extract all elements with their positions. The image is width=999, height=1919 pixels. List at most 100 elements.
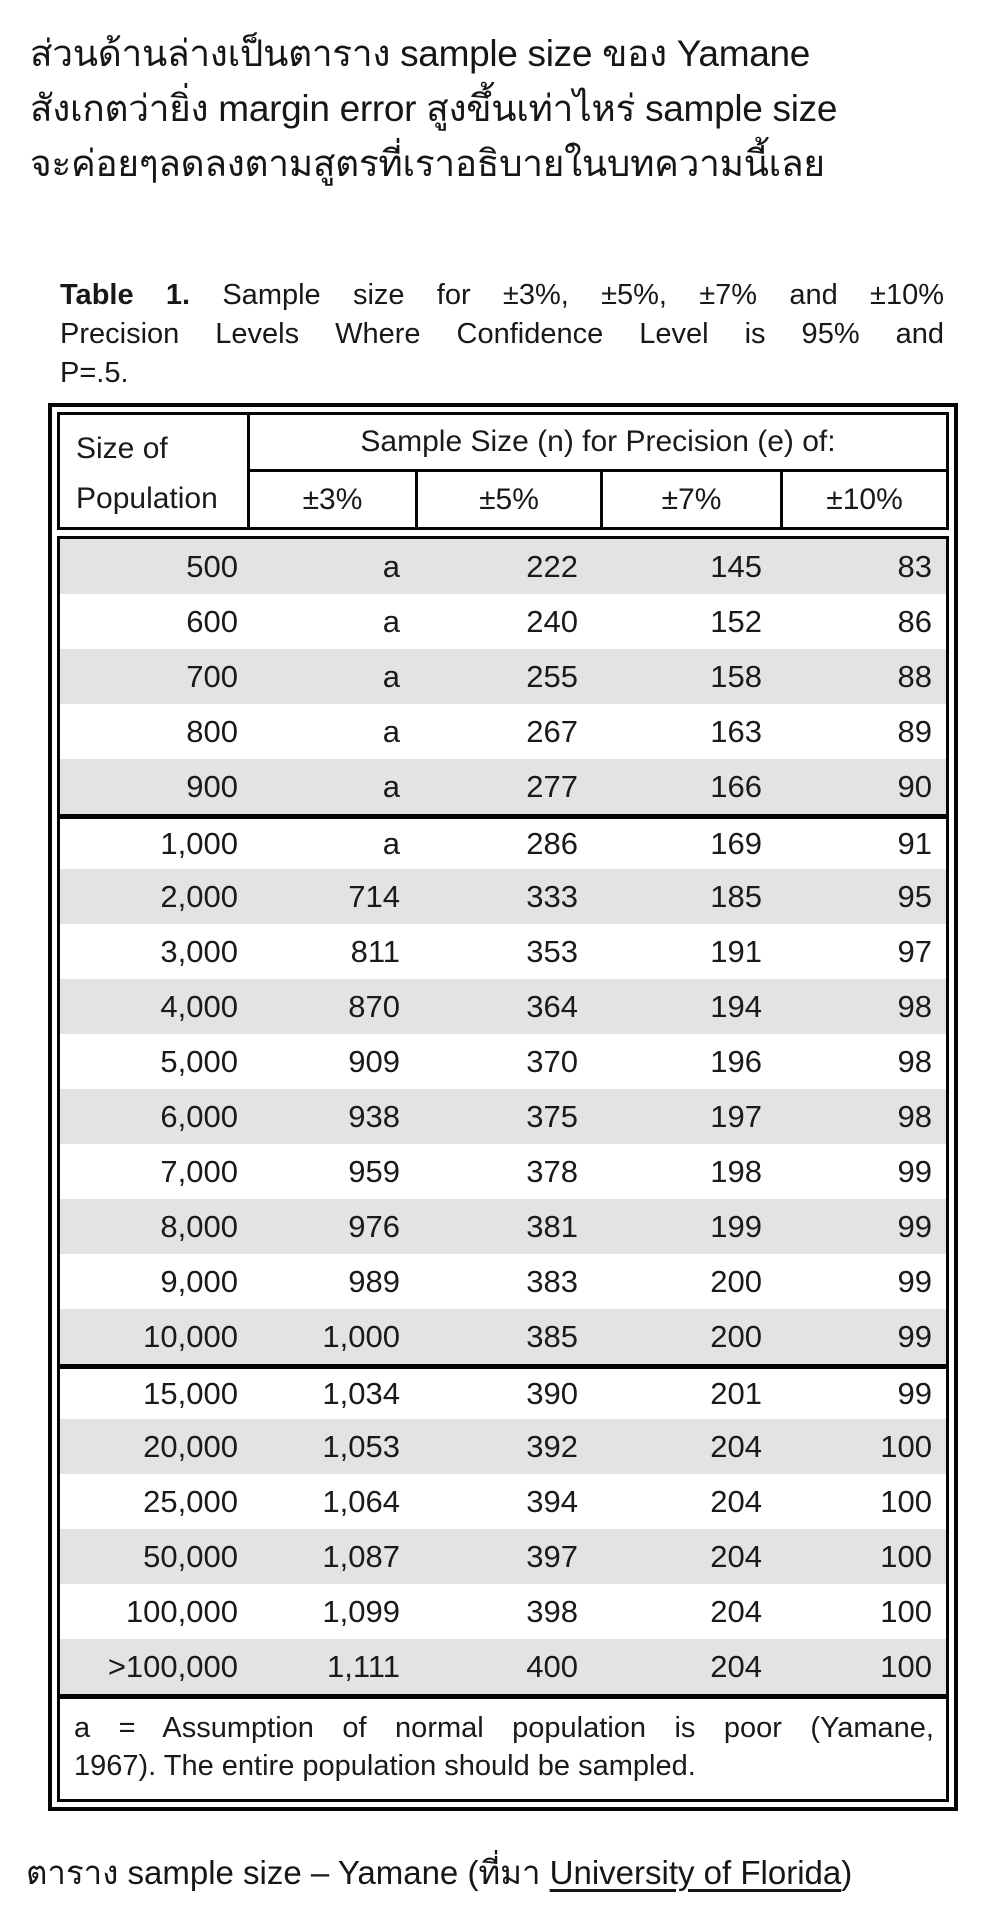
- cell-precision-7pct: 204: [710, 1538, 762, 1574]
- cell-precision-5pct: 364: [526, 988, 578, 1024]
- cell-precision-5pct: 385: [526, 1318, 578, 1354]
- cell-population: 600: [186, 603, 238, 639]
- table-row: 25,000 1,064 394 204 100: [60, 1474, 946, 1529]
- sample-size-table: Size of Population Sample Size (n) for P…: [48, 403, 958, 1811]
- cell-precision-3pct: 1,064: [322, 1483, 400, 1519]
- cell-precision-7pct: 194: [710, 988, 762, 1024]
- cell-population: 25,000: [143, 1483, 238, 1519]
- cell-precision-10pct: 99: [897, 1318, 932, 1354]
- cell-precision-10pct: 100: [880, 1428, 932, 1464]
- table-row: 15,000 1,034 390 201 99: [60, 1364, 946, 1419]
- table-row: 10,000 1,000 385 200 99: [60, 1309, 946, 1364]
- cell-precision-10pct: 100: [880, 1593, 932, 1629]
- cell-precision-5pct: 394: [526, 1483, 578, 1519]
- table-row: 600 a 240 152 86: [60, 594, 946, 649]
- cell-precision-5pct: 277: [526, 768, 578, 804]
- cell-precision-3pct: a: [382, 603, 400, 639]
- cell-population: 100,000: [125, 1593, 238, 1629]
- table-row: 1,000 a 286 169 91: [60, 814, 946, 869]
- table-number-label: Table 1.: [60, 279, 191, 311]
- cell-population: 15,000: [143, 1376, 238, 1411]
- cell-precision-3pct: a: [382, 658, 400, 694]
- footnote-line-2: 1967). The entire population should be s…: [74, 1750, 696, 1782]
- cell-precision-7pct: 204: [710, 1483, 762, 1519]
- cell-precision-3pct: a: [382, 768, 400, 804]
- cell-population: 800: [186, 713, 238, 749]
- cell-population: 3,000: [160, 933, 238, 969]
- table-row: 5,000 909 370 196 98: [60, 1034, 946, 1089]
- cell-precision-3pct: 1,000: [322, 1318, 400, 1354]
- table-row: 900 a 277 166 90: [60, 759, 946, 814]
- caption-suffix: ): [841, 1854, 853, 1891]
- cell-precision-3pct: 976: [348, 1208, 400, 1244]
- cell-precision-3pct: 811: [350, 933, 400, 969]
- cell-precision-7pct: 152: [710, 603, 762, 639]
- table-row: 9,000 989 383 200 99: [60, 1254, 946, 1309]
- table-row: 2,000 714 333 185 95: [60, 869, 946, 924]
- cell-population: 6,000: [160, 1098, 238, 1134]
- table-row: 100,000 1,099 398 204 100: [60, 1584, 946, 1639]
- table-row: 500 a 222 145 83: [60, 539, 946, 594]
- cell-precision-10pct: 95: [897, 878, 932, 914]
- table-row: 6,000 938 375 197 98: [60, 1089, 946, 1144]
- cell-precision-3pct: 870: [348, 988, 400, 1024]
- cell-population: 2,000: [160, 878, 238, 914]
- cell-precision-7pct: 185: [710, 878, 762, 914]
- cell-precision-5pct: 370: [526, 1043, 578, 1079]
- header-population-line-1: Size of: [76, 432, 168, 465]
- cell-population: 7,000: [160, 1153, 238, 1189]
- cell-precision-5pct: 267: [526, 713, 578, 749]
- table-row: 700 a 255 158 88: [60, 649, 946, 704]
- cell-precision-5pct: 222: [526, 548, 578, 584]
- cell-precision-5pct: 375: [526, 1098, 578, 1134]
- cell-precision-7pct: 199: [710, 1208, 762, 1244]
- cell-precision-7pct: 197: [710, 1098, 762, 1134]
- cell-precision-5pct: 397: [526, 1538, 578, 1574]
- cell-precision-7pct: 204: [710, 1648, 762, 1684]
- header-group-label: Sample Size (n) for Precision (e) of:: [250, 415, 946, 472]
- cell-precision-5pct: 286: [526, 826, 578, 861]
- cell-precision-10pct: 99: [897, 1153, 932, 1189]
- intro-line-1: ส่วนด้านล่างเป็นตาราง sample size ของ Ya…: [30, 33, 811, 74]
- cell-precision-7pct: 201: [710, 1376, 762, 1411]
- image-caption: ตาราง sample size – Yamane (ที่มา Univer…: [26, 1846, 852, 1899]
- cell-precision-3pct: a: [382, 548, 400, 584]
- cell-precision-7pct: 169: [710, 826, 762, 861]
- table-row: 50,000 1,087 397 204 100: [60, 1529, 946, 1584]
- cell-precision-7pct: 196: [710, 1043, 762, 1079]
- cell-precision-5pct: 240: [526, 603, 578, 639]
- cell-precision-7pct: 145: [710, 548, 762, 584]
- cell-population: 900: [186, 768, 238, 804]
- cell-precision-5pct: 353: [526, 933, 578, 969]
- cell-precision-7pct: 163: [710, 713, 762, 749]
- cell-precision-10pct: 100: [880, 1648, 932, 1684]
- cell-precision-5pct: 383: [526, 1263, 578, 1299]
- cell-population: 4,000: [160, 988, 238, 1024]
- cell-precision-7pct: 166: [710, 768, 762, 804]
- cell-precision-7pct: 191: [710, 933, 762, 969]
- caption-source-link[interactable]: University of Florida: [549, 1854, 842, 1891]
- cell-population: 9,000: [160, 1263, 238, 1299]
- cell-precision-10pct: 89: [897, 713, 932, 749]
- cell-precision-10pct: 86: [897, 603, 932, 639]
- cell-precision-3pct: 909: [348, 1043, 400, 1079]
- table-row: 20,000 1,053 392 204 100: [60, 1419, 946, 1474]
- cell-precision-5pct: 378: [526, 1153, 578, 1189]
- cell-precision-10pct: 90: [897, 768, 932, 804]
- cell-precision-3pct: 714: [348, 878, 400, 914]
- cell-precision-3pct: 1,053: [322, 1428, 400, 1464]
- intro-line-3: จะค่อยๆลดลงตามสูตรที่เราอธิบายในบทความนี…: [30, 143, 825, 184]
- table-body: 500 a 222 145 83 600 a 240 152 86 700 a …: [57, 536, 949, 1802]
- cell-precision-3pct: 1,111: [327, 1648, 400, 1684]
- cell-precision-7pct: 200: [710, 1263, 762, 1299]
- cell-population: >100,000: [107, 1648, 238, 1684]
- table-row: 8,000 976 381 199 99: [60, 1199, 946, 1254]
- header-population-line-2: Population: [76, 482, 218, 515]
- table-header: Size of Population Sample Size (n) for P…: [57, 412, 949, 530]
- table-title-line-1-text: Sample size for ±3%, ±5%, ±7% and ±10%: [222, 279, 944, 311]
- cell-precision-10pct: 88: [897, 658, 932, 694]
- footnote-line-1: a = Assumption of normal population is p…: [74, 1712, 934, 1744]
- table-title-line-3: P=.5.: [60, 357, 129, 389]
- cell-precision-10pct: 98: [897, 1043, 932, 1079]
- cell-precision-10pct: 83: [897, 548, 932, 584]
